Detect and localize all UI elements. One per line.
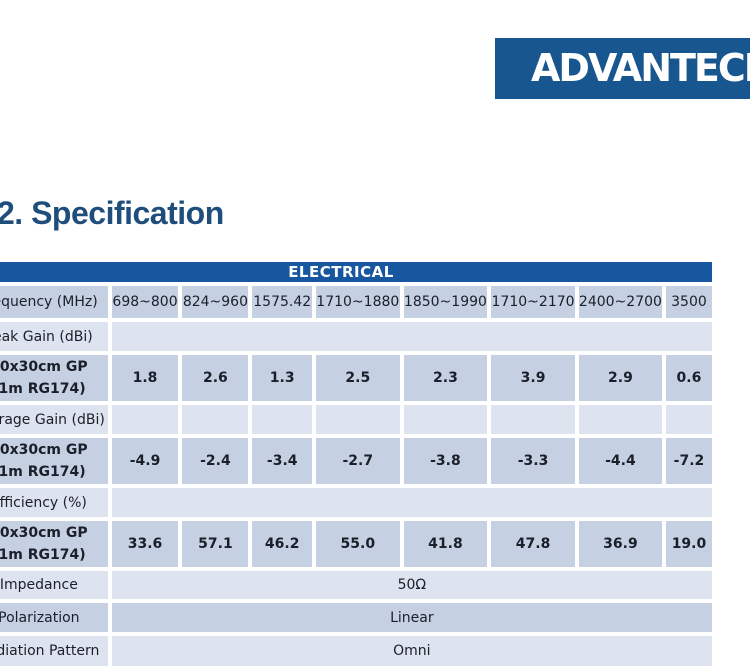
table-row: Radiation Pattern Omni — [0, 636, 712, 666]
row-label: Efficiency (%) — [0, 488, 108, 517]
value-cell: 33.6 — [111, 521, 179, 567]
empty-cell — [403, 405, 488, 434]
frequency-cell: 1710~2170 — [491, 286, 575, 318]
row-label: Average Gain (dBi) — [0, 405, 108, 434]
advantech-logo: ADVANTECH — [495, 38, 750, 99]
value-cell: 55.0 — [315, 521, 400, 567]
table-row: Polarization Linear — [0, 603, 712, 632]
empty-cell — [111, 405, 179, 434]
table-row: 30x30cm GP (1m RG174) 1.8 2.6 1.3 2.5 2.… — [0, 355, 712, 401]
value-cell: -7.2 — [665, 438, 712, 484]
electrical-spec-table: ELECTRICAL Frequency (MHz) 698~800 824~9… — [0, 258, 716, 670]
table-row: 30x30cm GP (1m RG174) -4.9 -2.4 -3.4 -2.… — [0, 438, 712, 484]
value-cell: 57.1 — [182, 521, 249, 567]
value-cell: 2.3 — [403, 355, 488, 401]
table-row: Peak Gain (dBi) — [0, 322, 712, 351]
empty-merged-cell — [111, 488, 712, 517]
value-cell: 19.0 — [665, 521, 712, 567]
value-cell: -2.7 — [315, 438, 400, 484]
value-cell: 2.5 — [315, 355, 400, 401]
value-cell: 47.8 — [491, 521, 575, 567]
table-row: ELECTRICAL — [0, 262, 712, 282]
frequency-cell: 824~960 — [182, 286, 249, 318]
value-cell: 1.3 — [252, 355, 312, 401]
frequency-cell: 1710~1880 — [315, 286, 400, 318]
row-label: Impedance — [0, 571, 108, 599]
frequency-cell: 2400~2700 — [578, 286, 662, 318]
empty-cell — [252, 405, 312, 434]
empty-cell — [315, 405, 400, 434]
property-value-cell: Linear — [111, 603, 712, 632]
row-label: Frequency (MHz) — [0, 286, 108, 318]
value-cell: 0.6 — [665, 355, 712, 401]
property-value-cell: 50Ω — [111, 571, 712, 599]
value-cell: 2.6 — [182, 355, 249, 401]
row-label: 30x30cm GP (1m RG174) — [0, 355, 108, 401]
table-row: Average Gain (dBi) — [0, 405, 712, 434]
table-row: Efficiency (%) — [0, 488, 712, 517]
table-row: Frequency (MHz) 698~800 824~960 1575.42 … — [0, 286, 712, 318]
row-label: 30x30cm GP (1m RG174) — [0, 521, 108, 567]
frequency-cell: 3500 — [665, 286, 712, 318]
logo-text: ADVANTECH — [531, 46, 750, 90]
empty-merged-cell — [111, 322, 712, 351]
value-cell: -4.9 — [111, 438, 179, 484]
table-row: 30x30cm GP (1m RG174) 33.6 57.1 46.2 55.… — [0, 521, 712, 567]
page-title: 2. Specification — [0, 195, 224, 231]
value-cell: 3.9 — [491, 355, 575, 401]
frequency-cell: 1850~1990 — [403, 286, 488, 318]
row-label: Radiation Pattern — [0, 636, 108, 666]
value-cell: 2.9 — [578, 355, 662, 401]
value-cell: 36.9 — [578, 521, 662, 567]
empty-cell — [578, 405, 662, 434]
empty-cell — [665, 405, 712, 434]
property-value-cell: Omni — [111, 636, 712, 666]
value-cell: -4.4 — [578, 438, 662, 484]
row-label: Peak Gain (dBi) — [0, 322, 108, 351]
table-row: Impedance 50Ω — [0, 571, 712, 599]
frequency-cell: 698~800 — [111, 286, 179, 318]
row-label: Polarization — [0, 603, 108, 632]
table-section-header: ELECTRICAL — [0, 262, 712, 282]
frequency-cell: 1575.42 — [252, 286, 312, 318]
value-cell: -3.3 — [491, 438, 575, 484]
value-cell: -3.8 — [403, 438, 488, 484]
value-cell: 1.8 — [111, 355, 179, 401]
value-cell: -2.4 — [182, 438, 249, 484]
value-cell: -3.4 — [252, 438, 312, 484]
row-label: 30x30cm GP (1m RG174) — [0, 438, 108, 484]
empty-cell — [182, 405, 249, 434]
value-cell: 41.8 — [403, 521, 488, 567]
value-cell: 46.2 — [252, 521, 312, 567]
empty-cell — [491, 405, 575, 434]
